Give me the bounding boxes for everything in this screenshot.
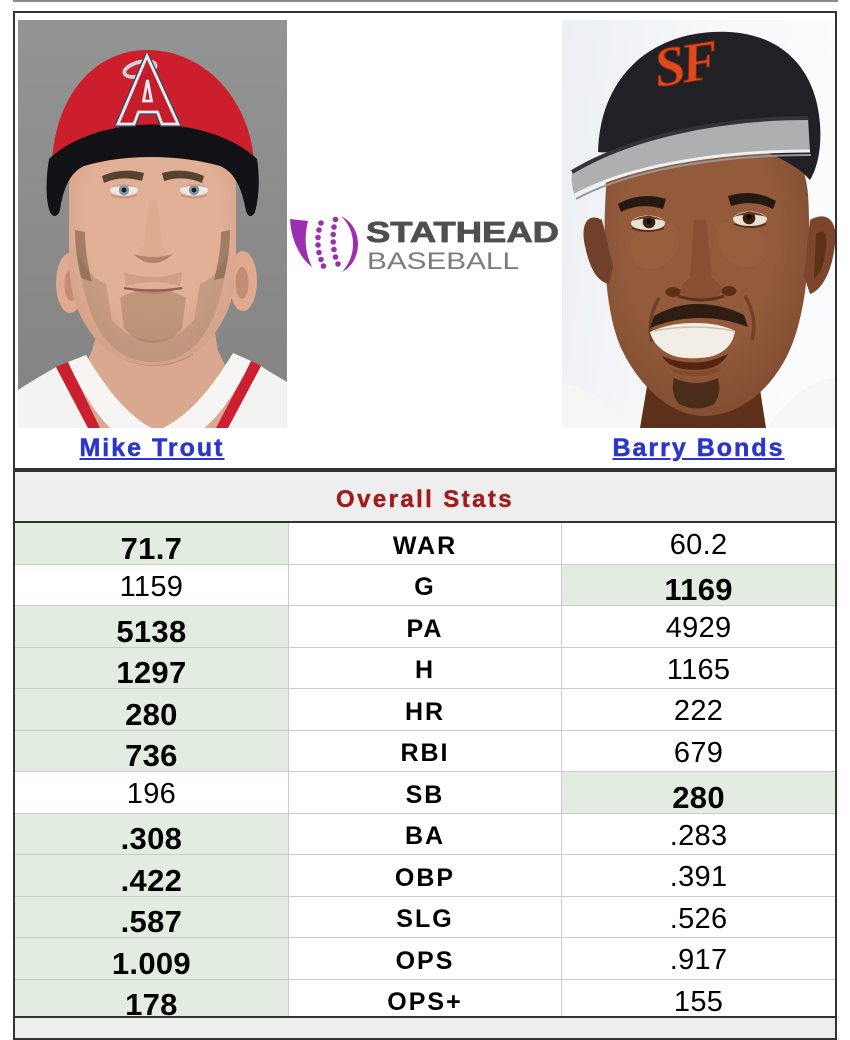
svg-text:STATHEAD: STATHEAD: [366, 217, 559, 249]
svg-text:BASEBALL: BASEBALL: [367, 248, 519, 275]
svg-text:SF: SF: [650, 29, 723, 100]
